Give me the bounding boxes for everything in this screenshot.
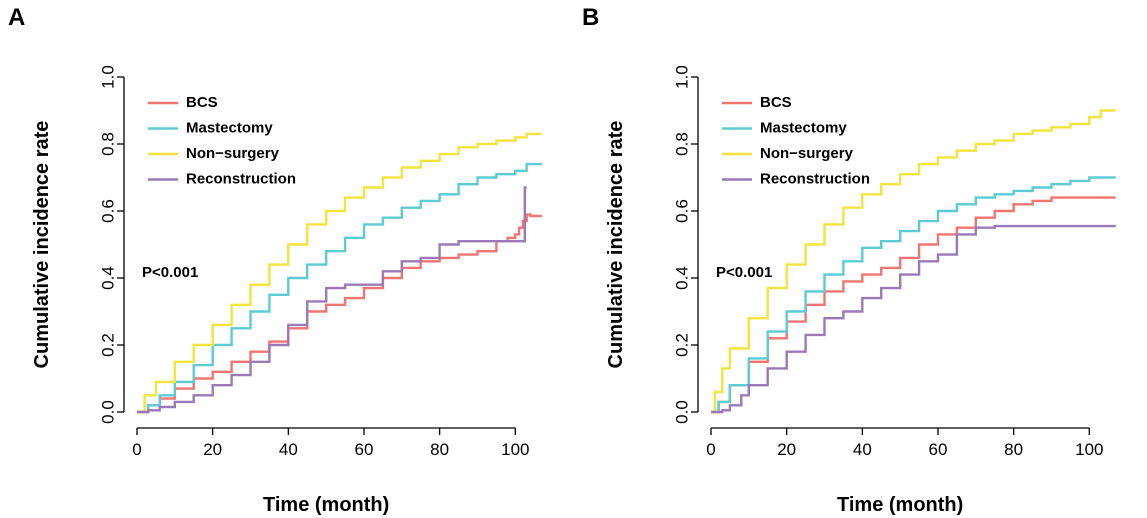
x-tick-label: 40 — [853, 440, 872, 459]
legend-label: Mastectomy — [186, 119, 273, 136]
x-tick-label: 100 — [1075, 440, 1103, 459]
legend-label: Non−surgery — [760, 145, 854, 162]
legend-label: BCS — [186, 94, 218, 111]
x-tick-label: 100 — [501, 440, 529, 459]
y-axis-title: Cumulative incidence rate — [605, 121, 627, 369]
p-value-annotation: P<0.001 — [142, 264, 198, 281]
y-tick-label: 1.0 — [672, 65, 691, 89]
y-tick-label: 0.6 — [98, 199, 117, 223]
legend-label: Reconstruction — [186, 170, 296, 187]
x-tick-label: 20 — [203, 440, 222, 459]
y-tick-label: 0.2 — [672, 333, 691, 357]
legend-label: Non−surgery — [186, 145, 280, 162]
x-tick-label: 0 — [706, 440, 715, 459]
chart-b-svg: B 0.0 0.2 0.4 0.6 0.8 1.0 Cumulative incidence … — [582, 4, 1116, 516]
legend-label: Mastectomy — [760, 119, 847, 136]
x-tick-label: 80 — [1004, 440, 1023, 459]
x-tick-label: 80 — [430, 440, 449, 459]
y-tick-label: 0.0 — [672, 400, 691, 424]
x-tick-label: 20 — [777, 440, 796, 459]
x-tick-label: 40 — [279, 440, 298, 459]
panel-a: A 0.0 0.2 0.4 0.6 0.8 1.0 Cumulative incidence … — [0, 0, 573, 518]
series-line-mastectomy — [137, 162, 542, 414]
series-line-non-surgery — [711, 109, 1116, 414]
chart-a-svg: A 0.0 0.2 0.4 0.6 0.8 1.0 Cumulative incidence … — [8, 4, 542, 516]
series-line-bcs — [137, 213, 542, 414]
p-value-annotation: P<0.001 — [716, 264, 772, 281]
x-axis-title: Time (month) — [263, 494, 389, 516]
series-line-mastectomy — [711, 176, 1116, 414]
series-line-reconstruction — [711, 224, 1116, 414]
x-axis-title: Time (month) — [837, 494, 963, 516]
panel-b: B 0.0 0.2 0.4 0.6 0.8 1.0 Cumulative incidence … — [574, 0, 1147, 518]
x-tick-label: 60 — [355, 440, 374, 459]
panel-label-a: A — [8, 4, 25, 31]
panel-label-b: B — [582, 4, 599, 31]
y-tick-label: 0.2 — [98, 333, 117, 357]
y-tick-label: 0.4 — [98, 266, 117, 290]
y-tick-label: 0.4 — [672, 266, 691, 290]
legend-label: Reconstruction — [760, 170, 870, 187]
y-tick-label: 0.8 — [98, 132, 117, 156]
y-tick-label: 0.8 — [672, 132, 691, 156]
y-tick-label: 0.6 — [672, 199, 691, 223]
legend-label: BCS — [760, 94, 792, 111]
series-line-bcs — [711, 196, 1116, 414]
y-axis-title: Cumulative incidence rate — [31, 121, 53, 369]
x-tick-label: 60 — [929, 440, 948, 459]
series-line-non-surgery — [137, 132, 542, 414]
y-tick-label: 0.0 — [98, 400, 117, 424]
series-line-reconstruction — [137, 186, 527, 414]
y-tick-label: 1.0 — [98, 65, 117, 89]
x-tick-label: 0 — [132, 440, 141, 459]
